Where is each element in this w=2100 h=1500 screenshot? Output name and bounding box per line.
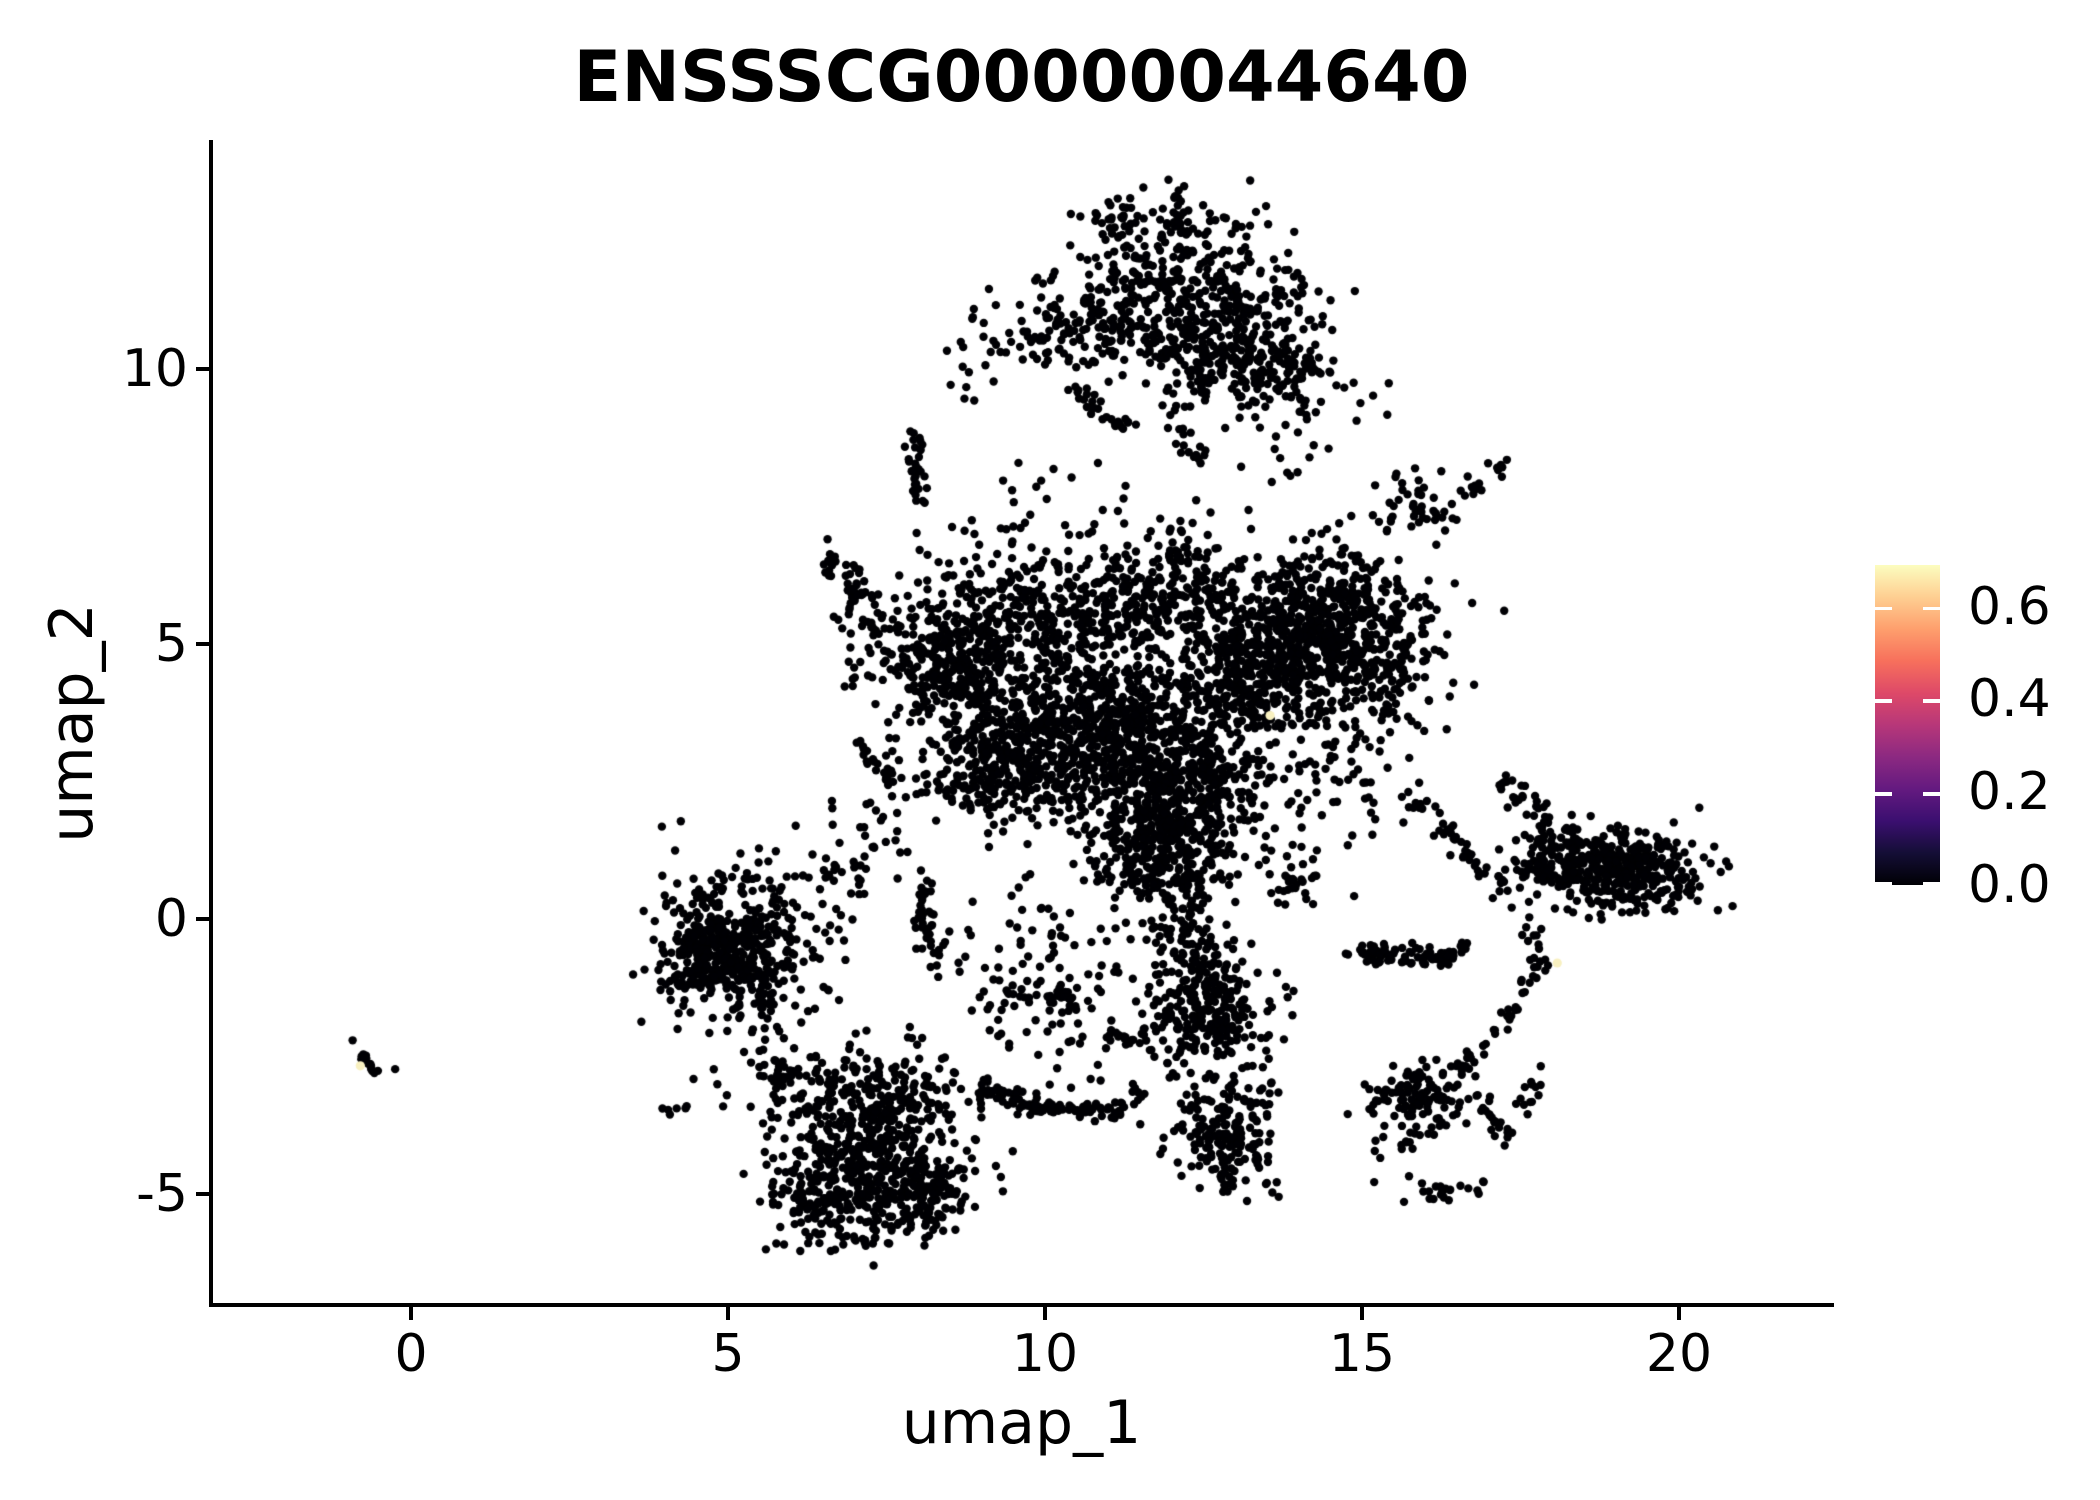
y-tick-mark <box>196 367 209 371</box>
y-axis-spine <box>209 140 213 1307</box>
y-tick-mark <box>196 1192 209 1196</box>
x-tick-mark <box>1043 1307 1047 1320</box>
colorbar-tick-mark <box>1875 881 1892 885</box>
colorbar-tick-label: 0.2 <box>1968 762 2051 823</box>
x-tick-label: 5 <box>711 1324 745 1384</box>
colorbar-legend <box>1875 565 1940 885</box>
y-tick-label: 10 <box>121 339 188 399</box>
colorbar-tick-mark <box>1875 606 1892 611</box>
colorbar-tick-label: 0.6 <box>1968 576 2051 637</box>
y-tick-label: 0 <box>154 889 188 949</box>
x-tick-mark <box>409 1307 413 1320</box>
x-tick-mark <box>726 1307 730 1320</box>
colorbar-tick-mark <box>1923 606 1940 611</box>
y-axis-label: umap_2 <box>37 603 107 843</box>
colorbar-tick-mark <box>1923 881 1940 885</box>
colorbar-tick-mark <box>1875 699 1892 703</box>
colorbar-tick-mark <box>1875 792 1892 796</box>
x-tick-label: 20 <box>1645 1324 1713 1384</box>
y-tick-mark <box>196 917 209 921</box>
y-tick-mark <box>196 642 209 646</box>
x-tick-mark <box>1677 1307 1681 1320</box>
colorbar-tick-label: 0.0 <box>1968 855 2051 915</box>
colorbar-gradient <box>1875 565 1940 885</box>
y-tick-label: -5 <box>136 1164 188 1224</box>
x-tick-label: 0 <box>394 1324 428 1384</box>
colorbar-tick-mark <box>1923 792 1940 796</box>
colorbar-tick-mark <box>1923 699 1940 703</box>
x-axis-label: umap_1 <box>901 1388 1142 1458</box>
y-tick-label: 5 <box>154 614 188 674</box>
colorbar-tick-label: 0.4 <box>1968 669 2051 730</box>
x-axis-spine <box>209 1303 1834 1307</box>
x-tick-label: 15 <box>1328 1324 1396 1384</box>
plot-title: ENSSSCG00000044640 <box>573 36 1470 118</box>
x-tick-label: 10 <box>1011 1324 1079 1384</box>
x-tick-mark <box>1360 1307 1364 1320</box>
